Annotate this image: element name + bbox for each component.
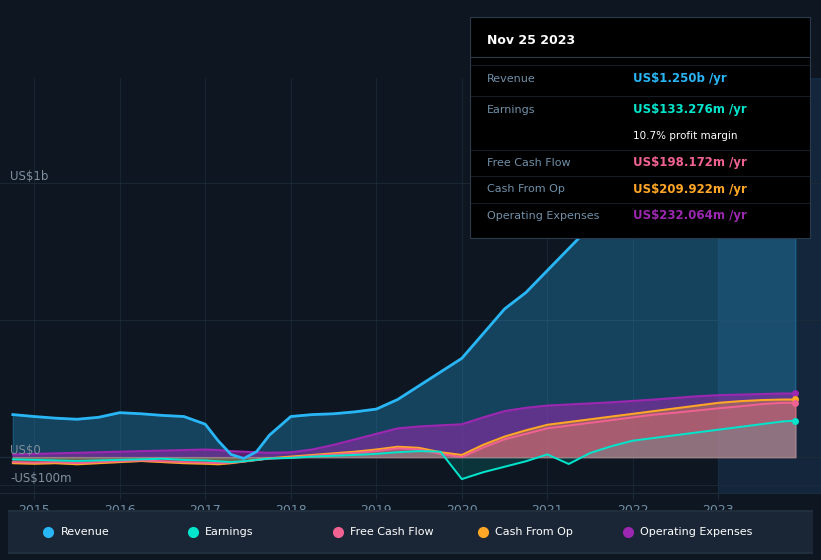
Text: US$232.064m /yr: US$232.064m /yr [633, 209, 747, 222]
Text: Operating Expenses: Operating Expenses [640, 527, 752, 537]
Text: -US$100m: -US$100m [11, 472, 71, 484]
Text: US$133.276m /yr: US$133.276m /yr [633, 103, 747, 116]
Bar [718, 78, 821, 493]
Text: Earnings: Earnings [487, 105, 535, 115]
Text: 10.7% profit margin: 10.7% profit margin [633, 131, 737, 141]
Text: US$198.172m /yr: US$198.172m /yr [633, 156, 747, 169]
Text: US$0: US$0 [11, 444, 41, 457]
Text: Revenue: Revenue [487, 74, 535, 84]
Text: Operating Expenses: Operating Expenses [487, 211, 599, 221]
Text: Revenue: Revenue [61, 527, 109, 537]
Text: US$209.922m /yr: US$209.922m /yr [633, 183, 747, 196]
Text: Nov 25 2023: Nov 25 2023 [487, 35, 575, 48]
Text: Free Cash Flow: Free Cash Flow [351, 527, 433, 537]
Text: US$1.250b /yr: US$1.250b /yr [633, 72, 727, 85]
Text: Earnings: Earnings [205, 527, 254, 537]
Text: Free Cash Flow: Free Cash Flow [487, 158, 571, 168]
Text: Cash From Op: Cash From Op [495, 527, 573, 537]
Text: Cash From Op: Cash From Op [487, 184, 565, 194]
Text: US$1b: US$1b [11, 170, 48, 183]
FancyBboxPatch shape [0, 511, 821, 553]
